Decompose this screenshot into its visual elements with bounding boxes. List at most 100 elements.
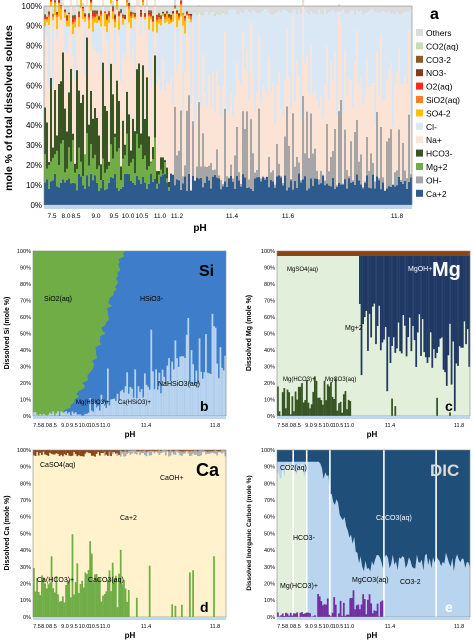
bar-segment-o2 [164, 15, 167, 18]
caco3-bar [119, 549, 122, 617]
bar-segment-ca [310, 178, 313, 205]
caoh-bar [169, 450, 172, 456]
caso4-bar [97, 450, 100, 452]
caso4-bar [61, 450, 64, 457]
legend-swatch-ca [416, 189, 423, 197]
bar-segment-ca [348, 178, 351, 205]
bar-segment-na [136, 0, 139, 70]
bar-segment-so4 [132, 14, 135, 18]
nahsio3-bar [89, 397, 92, 416]
panel-c-label-mg2: Mg+2 [345, 325, 363, 332]
x-tick-label: 10.5 [89, 624, 100, 630]
bar-segment-others [234, 6, 237, 11]
caso4-bar [94, 450, 96, 457]
bar-segment-others [94, 6, 97, 10]
bar-segment-others [326, 6, 329, 15]
panel-e-y-label: Dissolved Inorganic Carbon (mole %) [246, 475, 253, 590]
mghco3-bar [307, 402, 310, 416]
bar-segment-na [258, 34, 261, 109]
nahsio3-bar [164, 384, 167, 416]
bar-segment-others [144, 6, 147, 13]
nahsio3-bar [160, 393, 162, 416]
bar-segment-no3 [152, 18, 155, 20]
bar-segment-na [254, 112, 257, 173]
nahsio3-bar [49, 412, 51, 416]
mghco3-bar [330, 382, 332, 416]
bar-segment-cl [238, 14, 241, 81]
bar-segment-others [100, 6, 103, 10]
panel-b-x-tick-labels: 7.5 8.0 8.5 9.0 9.5 10.0 10.5 11.0 11.4 11.8 [33, 423, 220, 429]
bar-segment-others [72, 6, 75, 14]
bar-segment-co3 [124, 14, 127, 18]
bar-segment-so4 [112, 11, 115, 20]
bar-segment-hco3 [116, 80, 119, 152]
bar-segment-others [368, 6, 371, 12]
bar-segment-oh [336, 185, 339, 187]
legend-swatch-oh [416, 176, 423, 184]
mghco3-bar [341, 412, 344, 416]
y-tick-label: 20% [264, 582, 275, 588]
bar-segment-ca [154, 178, 157, 205]
bar-segment-oh [410, 174, 413, 178]
mgco3-bar [288, 615, 291, 617]
bar-segment-ca [108, 182, 111, 205]
caso4-bar [219, 450, 222, 452]
caso4-bar [156, 450, 159, 451]
bar-segment-o2 [122, 16, 125, 18]
bar-segment-cl [66, 26, 69, 55]
bar-segment-no3 [174, 5, 177, 6]
bar-segment-na [112, 19, 115, 95]
bar-segment-ca [250, 188, 253, 205]
caoh-bar [182, 450, 185, 454]
bar-segment-na [384, 99, 387, 191]
bar-segment-others [264, 6, 267, 10]
nahsio3-bar [92, 411, 95, 416]
bar-segment-oh [208, 165, 211, 181]
white-gap [305, 450, 308, 617]
bar-segment-oh [270, 172, 273, 181]
bar-segment-mg [106, 169, 109, 190]
bar-segment-cl [408, 12, 411, 31]
bar-segment-cl [388, 11, 391, 69]
nahsio3-bar [121, 389, 124, 416]
nahsio3-bar [187, 317, 190, 416]
bar-segment-others [140, 6, 143, 10]
bar-segment-na [276, 85, 279, 144]
bar-segment-others [46, 6, 49, 15]
bar-segment-na [178, 64, 181, 151]
bar-segment-oh [176, 155, 179, 180]
nahsio3-bar [98, 410, 101, 416]
mgco3-bar [285, 612, 287, 617]
mgoh-bar [450, 251, 453, 385]
bar-segment-cl [288, 12, 291, 78]
bar-segment-cl [292, 9, 295, 15]
x-tick-label: 10.0 [122, 213, 135, 220]
bar-segment-na [402, 84, 405, 143]
bar-segment-others [106, 6, 109, 14]
y-tick-label: 60% [264, 515, 275, 521]
bar-segment-na [168, 84, 171, 182]
bar-segment-others [182, 6, 185, 12]
bar-segment-no3 [186, 11, 189, 13]
panel-a-y-label: mole % of total dissolved solutes [3, 25, 15, 191]
legend-label-co2: CO2(aq) [426, 41, 459, 51]
caco3-bar [127, 589, 130, 617]
bar-segment-others [306, 6, 309, 13]
bar-segment-oh [392, 184, 395, 185]
bar-segment-hco3 [150, 161, 153, 163]
bar-segment-oh [204, 166, 207, 183]
bar-segment-hco3 [164, 160, 167, 163]
mgoh-bar [407, 251, 410, 338]
bar-segment-co2 [98, 14, 101, 17]
bar-segment-mg [144, 155, 147, 183]
bar-segment-ca [146, 188, 149, 205]
mgoh-bar [426, 251, 429, 363]
x-tick-label: 11.8 [391, 213, 404, 220]
caso4-bar [66, 450, 69, 453]
bar-segment-co2 [184, 14, 187, 16]
bar-segment-na [368, 87, 371, 171]
bar-segment-ca [236, 175, 239, 205]
bar-segment-ca [106, 189, 109, 205]
bar-segment-co2 [196, 13, 199, 16]
bar-segment-ca [332, 178, 335, 205]
